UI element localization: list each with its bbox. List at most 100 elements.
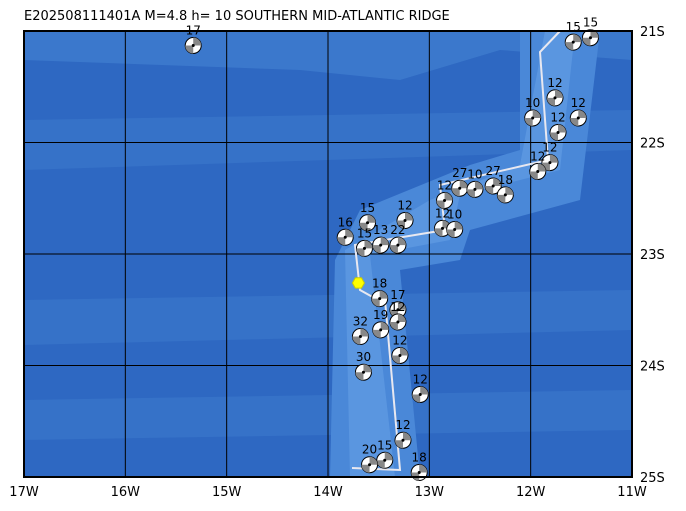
focal-mechanism: 12 xyxy=(391,333,409,364)
focal-mechanism: 27 xyxy=(484,164,502,195)
focal-mechanism: 12 xyxy=(529,149,547,180)
focal-mechanism: 20 xyxy=(361,443,379,474)
depth-label: 22 xyxy=(390,223,405,237)
beachball-center xyxy=(458,186,462,190)
depth-label: 12 xyxy=(437,178,452,192)
beachball-center xyxy=(396,243,400,247)
focal-mechanism: 13 xyxy=(372,223,390,254)
depth-label: 15 xyxy=(583,16,598,30)
depth-label: 12 xyxy=(550,110,565,124)
beachball-center xyxy=(503,193,507,197)
depth-label: 13 xyxy=(373,223,388,237)
focal-mechanism: 12 xyxy=(394,418,412,449)
focal-mechanism: 18 xyxy=(496,173,514,204)
beachball-center xyxy=(358,335,362,339)
depth-label: 12 xyxy=(390,300,405,314)
depth-label: 15 xyxy=(566,20,581,34)
focal-mechanism: 10 xyxy=(466,167,484,198)
beachball-center xyxy=(368,463,372,467)
beachball-center xyxy=(491,184,495,188)
focal-mechanism: 10 xyxy=(446,207,464,238)
focal-mechanism: 15 xyxy=(376,438,394,469)
beachball-center xyxy=(398,353,402,357)
focal-mechanism: 12 xyxy=(434,206,452,237)
beachball-center xyxy=(453,227,457,231)
beachball-center xyxy=(403,219,407,223)
beachball-center xyxy=(396,320,400,324)
focal-mechanism: 12 xyxy=(541,141,559,172)
beachball-center xyxy=(191,43,195,47)
depth-label: 12 xyxy=(435,206,450,220)
depth-label: 12 xyxy=(547,76,562,90)
focal-mechanism: 12 xyxy=(549,110,567,141)
x-tick-label: 13W xyxy=(415,485,445,500)
x-tick-label: 14W xyxy=(313,485,343,500)
focal-mechanism: 12 xyxy=(396,199,414,230)
depth-label: 18 xyxy=(372,277,387,291)
focal-mechanism: 15 xyxy=(581,16,599,47)
beachball-center xyxy=(473,187,477,191)
depth-label: 27 xyxy=(452,166,467,180)
focal-mechanism: 22 xyxy=(389,223,407,254)
depth-label: 15 xyxy=(360,201,375,215)
beachball-center xyxy=(556,130,560,134)
beachball-center xyxy=(441,226,445,230)
beachball-center xyxy=(401,438,405,442)
epicenter xyxy=(351,277,365,289)
depth-label: 12 xyxy=(395,418,410,432)
beachball-center xyxy=(417,471,421,475)
beachball-center xyxy=(396,308,400,312)
y-tick-label: 23S xyxy=(640,248,665,263)
depth-label: 12 xyxy=(397,199,412,213)
focal-mechanism: 17 xyxy=(389,288,407,319)
beachball-center xyxy=(379,328,383,332)
beachball-center xyxy=(571,40,575,44)
beachball-center xyxy=(443,198,447,202)
depth-label: 12 xyxy=(392,333,407,347)
beachball-center xyxy=(418,392,422,396)
depth-label: 10 xyxy=(467,167,482,181)
depth-label: 10 xyxy=(525,96,540,110)
depth-label: 30 xyxy=(356,350,371,364)
beachball-center xyxy=(379,243,383,247)
depth-label: 19 xyxy=(373,308,388,322)
x-tick-label: 11W xyxy=(617,485,647,500)
focal-mechanism: 19 xyxy=(372,308,390,339)
focal-mechanism: 15 xyxy=(359,201,377,232)
beachball-center xyxy=(361,370,365,374)
focal-mechanism: 32 xyxy=(351,315,369,346)
depth-label: 12 xyxy=(413,372,428,386)
beachball-center xyxy=(383,458,387,462)
focal-mechanism: 15 xyxy=(355,226,373,257)
plate-boundary xyxy=(351,30,561,472)
beachball-center xyxy=(536,169,540,173)
depth-label: 17 xyxy=(390,288,405,302)
focal-mechanism: 10 xyxy=(524,96,542,127)
beachball-center xyxy=(366,221,370,225)
y-tick-label: 21S xyxy=(640,25,665,40)
depth-label: 15 xyxy=(357,226,372,240)
beachball-center xyxy=(576,116,580,120)
beachball-center xyxy=(531,116,535,120)
focal-mechanism: 12 xyxy=(569,96,587,127)
x-tick-label: 17W xyxy=(9,485,39,500)
focal-mechanism: 12 xyxy=(389,300,407,331)
focal-mechanism: 12 xyxy=(546,76,564,107)
depth-label: 32 xyxy=(353,315,368,329)
map-frame xyxy=(23,30,633,478)
focal-mechanism: 30 xyxy=(354,350,372,381)
depth-label: 18 xyxy=(498,173,513,187)
depth-label: 16 xyxy=(338,215,353,229)
beachball-center xyxy=(553,96,557,100)
depth-label: 15 xyxy=(377,438,392,452)
depth-label: 10 xyxy=(447,207,462,221)
depth-label: 27 xyxy=(486,164,501,178)
beachball-center xyxy=(378,297,382,301)
depth-label: 18 xyxy=(412,451,427,465)
beachball-center xyxy=(343,235,347,239)
focal-mechanism: 16 xyxy=(336,215,354,246)
depth-label: 12 xyxy=(542,141,557,155)
